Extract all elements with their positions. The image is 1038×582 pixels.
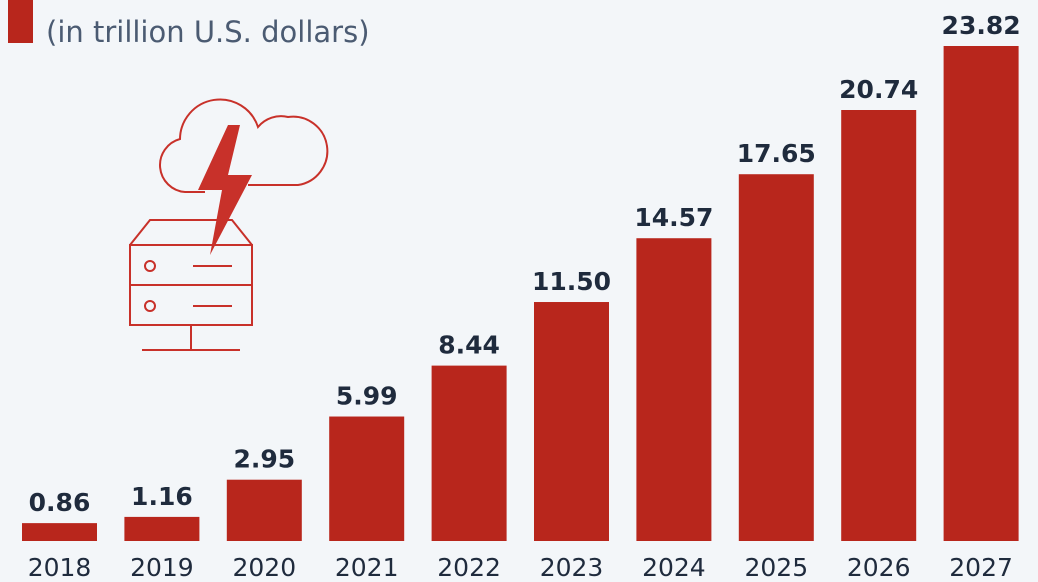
x-tick-label: 2021 (335, 553, 399, 582)
value-label: 0.86 (29, 488, 91, 517)
bar (534, 302, 609, 541)
bar (636, 238, 712, 542)
bar (124, 516, 200, 541)
bar (226, 479, 302, 541)
bar (329, 416, 405, 541)
title-marker (8, 0, 33, 43)
value-label: 23.82 (942, 11, 1021, 40)
chart-subtitle: (in trillion U.S. dollars) (46, 15, 370, 49)
bar (943, 46, 1019, 541)
value-label: 17.65 (737, 139, 816, 168)
bar (841, 110, 917, 541)
bar (738, 174, 814, 541)
x-tick-label: 2023 (540, 553, 604, 582)
value-label: 20.74 (839, 75, 918, 104)
cloud-server-icon (129, 98, 329, 351)
x-tick-label: 2026 (847, 553, 911, 582)
x-tick-label: 2019 (130, 553, 194, 582)
x-tick-label: 2025 (744, 553, 808, 582)
x-tick-label: 2020 (232, 553, 296, 582)
value-label: 11.50 (532, 267, 611, 296)
value-label: 2.95 (233, 445, 295, 474)
value-label: 5.99 (336, 382, 398, 411)
value-label: 14.57 (634, 203, 713, 232)
x-tick-label: 2024 (642, 553, 706, 582)
bar (431, 365, 507, 541)
value-label: 8.44 (438, 331, 500, 360)
bar (22, 523, 97, 541)
value-label: 1.16 (131, 482, 193, 511)
x-tick-label: 2027 (949, 553, 1013, 582)
x-tick-label: 2022 (437, 553, 501, 582)
x-tick-label: 2018 (28, 553, 92, 582)
